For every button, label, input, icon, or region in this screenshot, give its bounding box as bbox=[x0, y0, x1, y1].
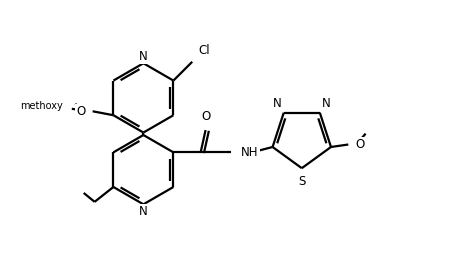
Text: O: O bbox=[76, 105, 86, 118]
Text: N: N bbox=[322, 97, 331, 110]
Text: O: O bbox=[355, 138, 365, 151]
Text: S: S bbox=[298, 175, 306, 188]
Text: Cl: Cl bbox=[199, 44, 210, 57]
Text: N: N bbox=[139, 205, 148, 218]
Text: methoxy: methoxy bbox=[20, 101, 63, 111]
Text: N: N bbox=[139, 50, 148, 63]
Text: NH: NH bbox=[241, 146, 259, 159]
Text: N: N bbox=[272, 97, 281, 110]
Text: O: O bbox=[201, 110, 211, 123]
